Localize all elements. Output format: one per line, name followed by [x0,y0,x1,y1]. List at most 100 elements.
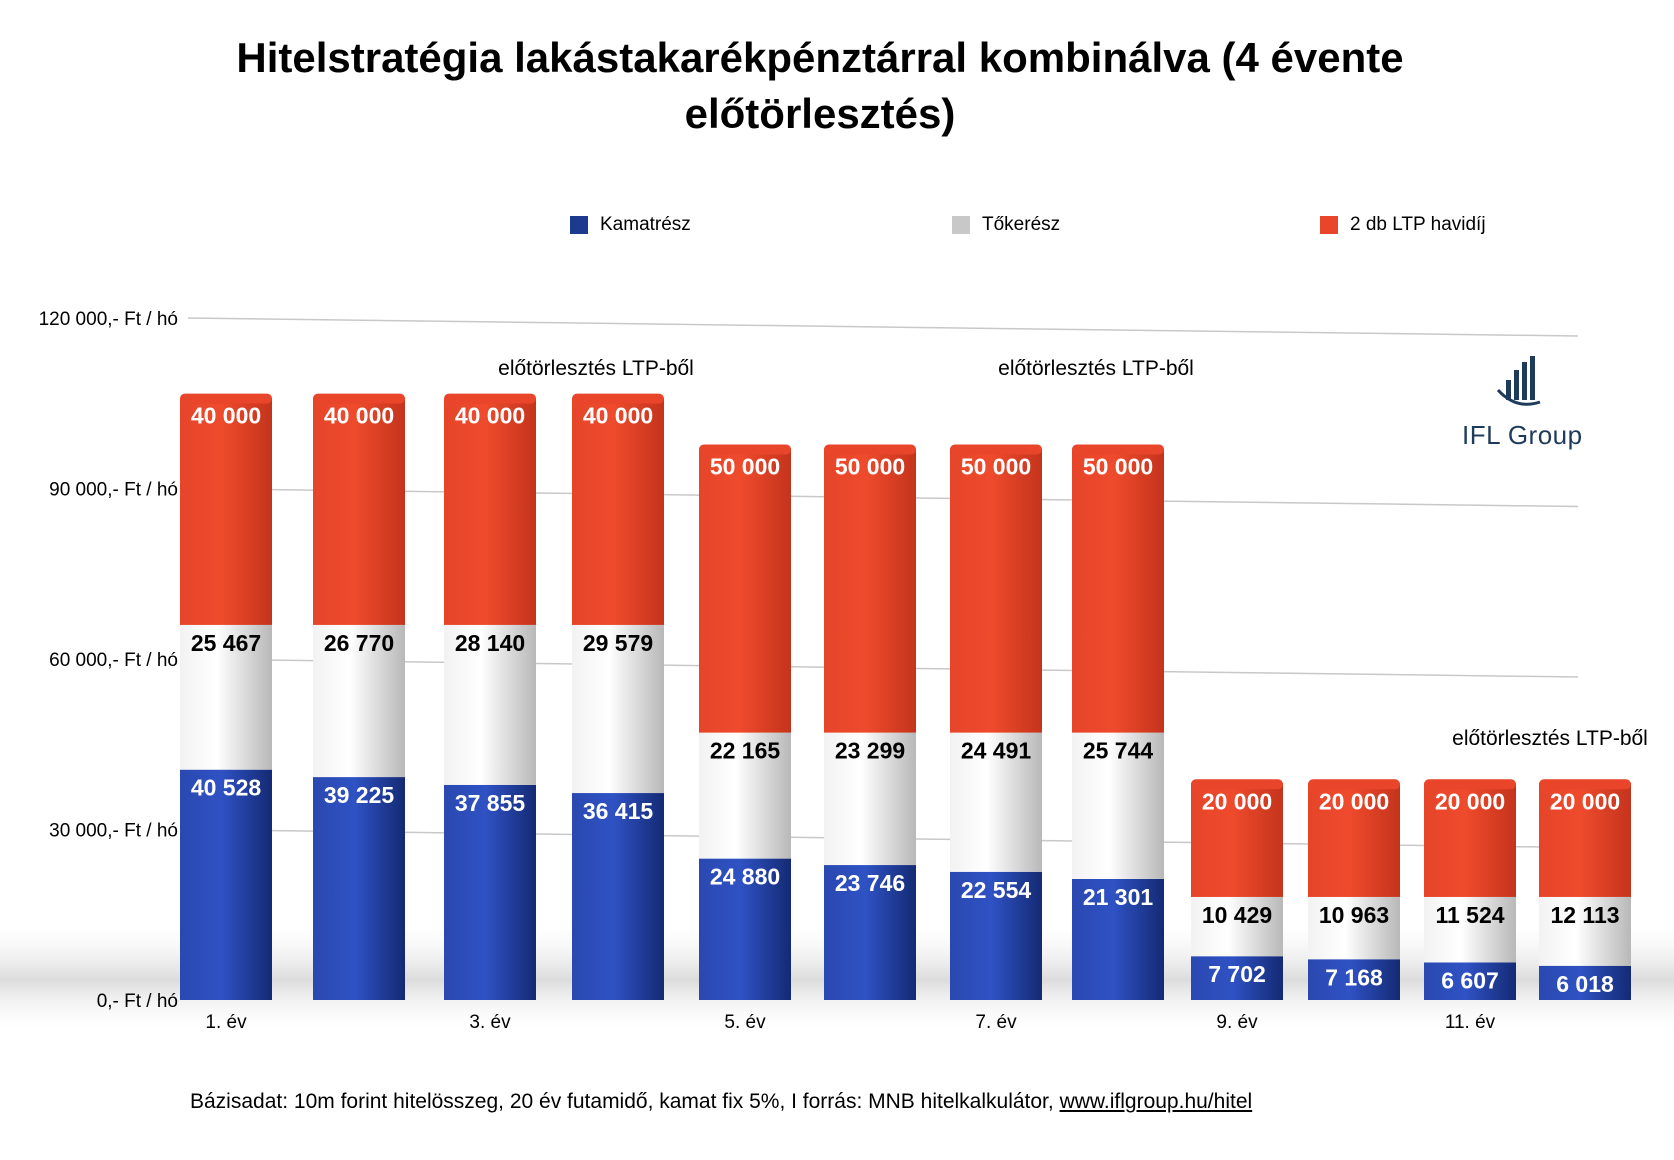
data-label: 50 000 [835,453,905,479]
bar-segment-ltp [1072,448,1164,733]
data-label: 11 524 [1435,902,1504,928]
bar-segment-kamatresz [572,793,664,1000]
data-label: 21 301 [1083,884,1154,910]
y-tick-label: 60 000,- Ft / hó [49,650,178,671]
bar-segment-tokeresz [950,732,1042,872]
bar-top-cap [1308,779,1400,790]
data-label: 40 528 [191,775,262,801]
data-label: 20 000 [1202,788,1272,814]
bar-segment-ltp [699,448,791,733]
bar-segment-kamatresz [1072,878,1164,1000]
bar-segment-tokeresz [572,624,664,794]
data-label: 40 000 [583,403,653,429]
annotation-prepayment: előtörlesztés LTP-ből [1452,727,1648,750]
x-tick-label: 7. év [975,1012,1017,1033]
bar-segment-ltp [572,397,664,625]
bar-segment-kamatresz [1539,965,1631,1000]
footer-link[interactable]: www.iflgroup.hu/hitel [1059,1090,1253,1113]
data-label: 10 429 [1202,902,1272,928]
x-tick-label: 3. év [469,1012,511,1033]
bar-segment-kamatresz [313,777,405,1000]
bar-top-cap [950,444,1042,455]
bar-top-cap [572,393,664,404]
bar-segment-tokeresz [444,624,536,785]
data-label: 20 000 [1435,788,1505,814]
bar-segment-ltp [1539,783,1631,897]
y-tick-label: 30 000,- Ft / hó [49,821,178,842]
bar-segment-ltp [1191,783,1283,897]
bar-top-cap [699,444,791,455]
bar-top-cap [1191,779,1283,790]
data-label: 23 746 [835,870,905,896]
bar-top-cap [824,444,916,455]
legend-label-tokeresz: Tőkerész [982,214,1061,235]
bar-segment-kamatresz [1191,956,1283,1000]
annotation-prepayment: előtörlesztés LTP-ből [998,357,1194,380]
bar-top-cap [1424,779,1516,790]
footer-source: Bázisadat: 10m forint hitelösszeg, 20 év… [190,1090,1252,1114]
data-label: 6 018 [1556,971,1614,997]
y-tick-label: 0,- Ft / hó [97,991,178,1012]
legend-item-kamatresz: Kamatrész [570,214,691,236]
bar-segment-tokeresz [824,732,916,866]
footer-text: Bázisadat: 10m forint hitelösszeg, 20 év… [190,1090,1060,1113]
bar-segment-kamatresz [824,865,916,1000]
bar-segment-ltp [950,448,1042,733]
bar-segment-ltp [444,397,536,625]
bar-top-cap [1072,444,1164,455]
bar-segment-kamatresz [950,871,1042,1000]
data-label: 6 607 [1441,967,1499,993]
data-label: 24 491 [961,738,1032,764]
bar-segment-tokeresz [1424,896,1516,963]
bar-segment-tokeresz [1539,896,1631,966]
x-tick-label: 5. év [724,1012,766,1033]
data-label: 40 000 [191,403,261,429]
data-label: 25 744 [1083,738,1154,764]
x-tick-label: 9. év [1216,1012,1258,1033]
bar-segment-kamatresz [444,784,536,1000]
data-label: 50 000 [710,453,780,479]
bar-segment-ltp [1424,783,1516,897]
data-label: 37 855 [455,790,526,816]
legend-swatch-kamatresz [570,216,588,234]
data-label: 20 000 [1319,788,1389,814]
ifl-group-logo [1496,356,1541,406]
bar-segment-tokeresz [1191,896,1283,957]
data-label: 24 880 [710,864,780,890]
data-label: 10 963 [1319,902,1389,928]
chart-title: Hitelstratégia lakástakarékpénztárral ko… [236,34,1404,137]
bar-segment-ltp [1308,783,1400,897]
bar-top-cap [180,393,272,404]
data-label: 29 579 [583,630,653,656]
data-label: 36 415 [583,798,654,824]
bar-top-cap [1539,779,1631,790]
bar-segment-tokeresz [699,732,791,859]
data-label: 7 168 [1325,964,1383,990]
data-label: 25 467 [191,630,261,656]
data-label: 50 000 [961,453,1031,479]
legend-swatch-ltp [1320,216,1338,234]
bar-segment-ltp [313,397,405,625]
bar-segment-tokeresz [180,624,272,770]
bar-top-cap [313,393,405,404]
data-label: 20 000 [1550,788,1620,814]
legend-item-tokeresz: Tőkerész [952,214,1060,236]
annotation-prepayment: előtörlesztés LTP-ből [498,357,694,380]
bar-segment-kamatresz [1424,962,1516,1000]
gridline [187,317,1579,337]
y-tick-label: 90 000,- Ft / hó [49,480,178,501]
data-label: 26 770 [324,630,394,656]
y-tick-label: 120 000,- Ft / hó [39,309,178,330]
legend-item-ltp: 2 db LTP havidíj [1320,214,1486,236]
x-tick-label: 1. év [205,1012,247,1033]
bar-segment-kamatresz [1308,959,1400,1000]
bar-segment-tokeresz [1072,732,1164,879]
data-label: 7 702 [1208,961,1266,987]
data-label: 50 000 [1083,453,1153,479]
data-label: 23 299 [835,738,905,764]
bar-segment-kamatresz [180,769,272,1000]
bar-segment-ltp [180,397,272,625]
bar-segment-ltp [824,448,916,733]
data-label: 40 000 [455,403,525,429]
